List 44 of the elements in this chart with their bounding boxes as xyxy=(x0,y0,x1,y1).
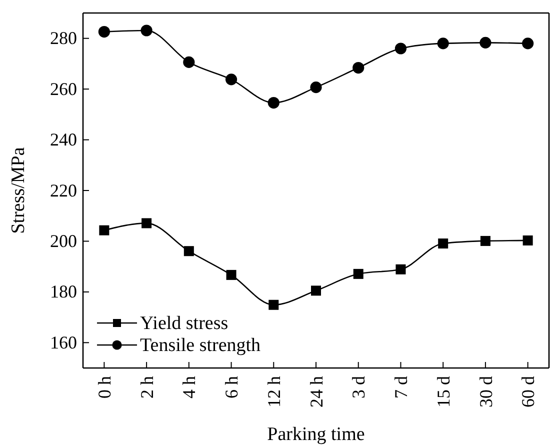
x-tick-label: 24 h xyxy=(306,376,326,408)
point xyxy=(480,36,492,48)
y-axis-title: Stress/MPa xyxy=(8,146,29,234)
x-tick-label: 15 d xyxy=(433,376,454,408)
legend-label: Yield stress xyxy=(140,313,228,334)
point xyxy=(311,286,321,296)
point xyxy=(225,74,238,86)
point xyxy=(394,42,407,54)
x-axis-title: Parking time xyxy=(267,424,365,445)
point xyxy=(352,62,364,74)
x-tick-label: 0 h xyxy=(94,376,114,398)
x-tick-label: 6 h xyxy=(222,376,242,398)
x-tick-label: 12 h xyxy=(264,376,284,408)
y-tick-label: 160 xyxy=(50,332,77,352)
x-tick-label: 4 h xyxy=(179,376,200,398)
point xyxy=(184,246,194,256)
point xyxy=(480,236,490,246)
x-tick-label: 60 d xyxy=(518,376,538,408)
point xyxy=(268,300,279,310)
y-tick-label: 260 xyxy=(50,78,77,99)
x-tick-label: 2 h xyxy=(136,376,157,398)
y-tick-label: 180 xyxy=(50,282,77,302)
point xyxy=(522,38,534,50)
point xyxy=(99,225,110,236)
point xyxy=(226,270,236,280)
point xyxy=(396,264,406,274)
y-tick-label: 240 xyxy=(50,130,77,150)
y-tick-label: 200 xyxy=(50,230,77,251)
y-tick-label: 280 xyxy=(50,28,77,48)
point xyxy=(140,24,152,36)
point xyxy=(183,56,195,68)
x-tick-label: 7 d xyxy=(391,376,412,398)
point xyxy=(522,235,533,246)
point xyxy=(142,218,152,228)
legend-label: Tensile strength xyxy=(140,335,262,356)
point xyxy=(437,38,449,50)
y-tick-label: 220 xyxy=(50,180,77,200)
point xyxy=(268,96,280,109)
point xyxy=(310,81,322,94)
x-tick-label: 3 d xyxy=(348,376,369,398)
point xyxy=(438,238,448,248)
point xyxy=(98,26,110,38)
x-tick-label: 30 d xyxy=(476,376,496,408)
point xyxy=(353,268,364,279)
